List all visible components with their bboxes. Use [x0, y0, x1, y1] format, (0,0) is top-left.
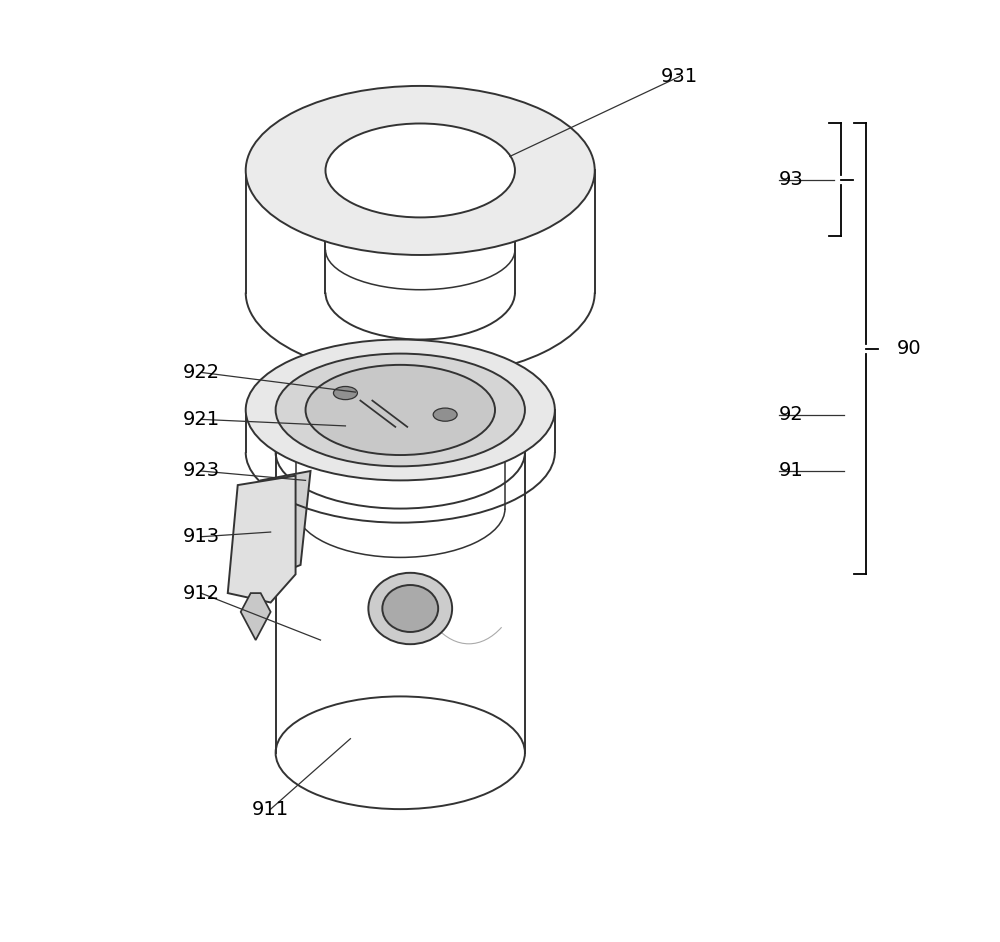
- Ellipse shape: [333, 386, 357, 399]
- Polygon shape: [254, 471, 311, 584]
- Ellipse shape: [276, 353, 525, 466]
- Text: 92: 92: [779, 405, 804, 424]
- Text: 90: 90: [897, 339, 921, 358]
- Polygon shape: [228, 476, 296, 603]
- Text: 912: 912: [182, 584, 219, 603]
- Polygon shape: [241, 593, 271, 640]
- Text: 911: 911: [252, 800, 289, 819]
- Text: 91: 91: [779, 462, 804, 480]
- Ellipse shape: [325, 123, 515, 218]
- Text: 913: 913: [182, 528, 219, 546]
- Ellipse shape: [433, 408, 457, 421]
- Ellipse shape: [246, 86, 595, 255]
- Ellipse shape: [368, 573, 452, 644]
- Ellipse shape: [382, 585, 438, 632]
- Text: 922: 922: [182, 363, 219, 382]
- Text: 93: 93: [779, 171, 804, 189]
- Text: 923: 923: [182, 462, 219, 480]
- Ellipse shape: [276, 696, 525, 809]
- Text: 921: 921: [182, 410, 219, 429]
- Text: 931: 931: [661, 67, 698, 86]
- Ellipse shape: [246, 339, 555, 480]
- Ellipse shape: [306, 365, 495, 455]
